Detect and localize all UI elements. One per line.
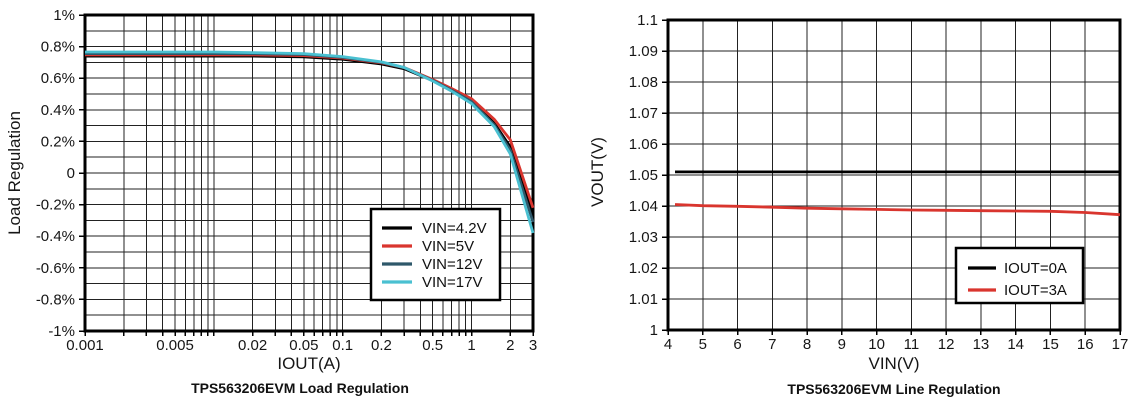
load-regulation-chart: 0.001 0.005 0.02 0.05 0.1 0.2 0.5 1 2 3 1% 0.8% 0.6%…	[5, 7, 537, 396]
y-axis-label: Load Regulation	[5, 111, 24, 235]
y-tick-label: 1.06	[629, 136, 658, 153]
y-tick-label: 1.01	[629, 291, 658, 308]
legend-label: VIN=5V	[422, 238, 474, 255]
y-tick-label: -0.4%	[36, 228, 75, 245]
y-tick-label: 0.2%	[41, 133, 75, 150]
y-tick-label: 1.08	[629, 74, 658, 91]
y-tick-label: 1.05	[629, 167, 658, 184]
series-line-IOUT=3A	[674, 203, 1121, 217]
x-tick-label: 0.1	[332, 337, 353, 354]
plot-border	[83, 13, 535, 333]
y-tick-label: 1%	[53, 7, 75, 24]
x-tick-label: 0.05	[289, 337, 318, 354]
y-tick-label: -0.8%	[36, 291, 75, 308]
x-tick-label: 0.02	[238, 337, 267, 354]
x-tick-label: 2	[506, 337, 514, 354]
y-tick-label: -0.2%	[36, 197, 75, 214]
x-tick-label: 12	[938, 336, 955, 353]
x-tick-label: 7	[768, 336, 776, 353]
legend-box	[954, 246, 1085, 305]
chart-title: TPS563206EVM Line Regulation	[787, 381, 1000, 397]
x-tick-label: 5	[699, 336, 707, 353]
y-tick-label: 0.6%	[41, 70, 75, 87]
x-axis-label: VIN(V)	[869, 354, 920, 373]
y-tick-label: 0	[67, 165, 75, 182]
line-regulation-plot: 4 5 6 7 8 9 10 11 12 13 14 15 16 17 1.1 1.09 1.08 1.07 1.0…	[588, 12, 1129, 397]
legend-label: VIN=12V	[422, 256, 482, 273]
load-regulation-plot: 0.001 0.005 0.02 0.05 0.1 0.2 0.5 1 2 3 1% 0.8% 0.6%…	[5, 7, 537, 396]
x-tick-label: 8	[803, 336, 811, 353]
x-tick-label: 4	[664, 336, 672, 353]
x-tick-label: 9	[838, 336, 846, 353]
x-tick-label: 6	[733, 336, 741, 353]
y-tick-label: 1.03	[629, 229, 658, 246]
plot-generated-layer: 0.001 0.005 0.02 0.05 0.1 0.2 0.5 1 2 3 1% 0.8% 0.6%…	[36, 7, 537, 354]
y-tick-label: 1.1	[637, 12, 658, 29]
legend-label: IOUT=3A	[1004, 282, 1067, 299]
legend-label: VIN=4.2V	[422, 220, 487, 237]
x-tick-label: 15	[1042, 336, 1059, 353]
plot-generated-layer: 4 5 6 7 8 9 10 11 12 13 14 15 16 17 1.1 1.09 1.08 1.07 1.0…	[629, 12, 1129, 353]
line-regulation-chart: 4 5 6 7 8 9 10 11 12 13 14 15 16 17 1.1 1.09 1.08 1.07 1.0…	[572, 0, 1144, 409]
y-tick-label: 1.04	[629, 198, 658, 215]
x-axis-label: IOUT(A)	[277, 354, 340, 373]
y-tick-label: 0.4%	[41, 102, 75, 119]
x-tick-label: 14	[1007, 336, 1024, 353]
x-tick-label: 0.001	[66, 337, 104, 354]
y-tick-label: -1%	[48, 323, 75, 340]
x-tick-label: 10	[868, 336, 885, 353]
legend-label: VIN=17V	[422, 274, 482, 291]
legend-label: IOUT=0A	[1004, 260, 1067, 277]
y-tick-label: 1	[650, 322, 658, 339]
y-tick-label: 1.02	[629, 260, 658, 277]
plot-border	[666, 18, 1122, 332]
legend-box	[369, 207, 502, 302]
x-tick-label: 17	[1112, 336, 1129, 353]
x-tick-label: 0.005	[156, 337, 194, 354]
chart-title: TPS563206EVM Load Regulation	[191, 380, 409, 396]
x-tick-label: 3	[529, 337, 537, 354]
x-tick-label: 0.5	[422, 337, 443, 354]
y-tick-label: 1.07	[629, 105, 658, 122]
y-axis-label: VOUT(V)	[588, 137, 607, 207]
y-tick-label: 1.09	[629, 43, 658, 60]
x-tick-label: 1	[467, 337, 475, 354]
series-line-VIN=17V	[85, 50, 535, 234]
x-tick-label: 0.2	[371, 337, 392, 354]
x-tick-label: 13	[973, 336, 990, 353]
x-tick-label: 11	[904, 336, 920, 353]
y-tick-label: 0.8%	[41, 39, 75, 56]
x-tick-label: 16	[1077, 336, 1094, 353]
y-tick-label: -0.6%	[36, 260, 75, 277]
